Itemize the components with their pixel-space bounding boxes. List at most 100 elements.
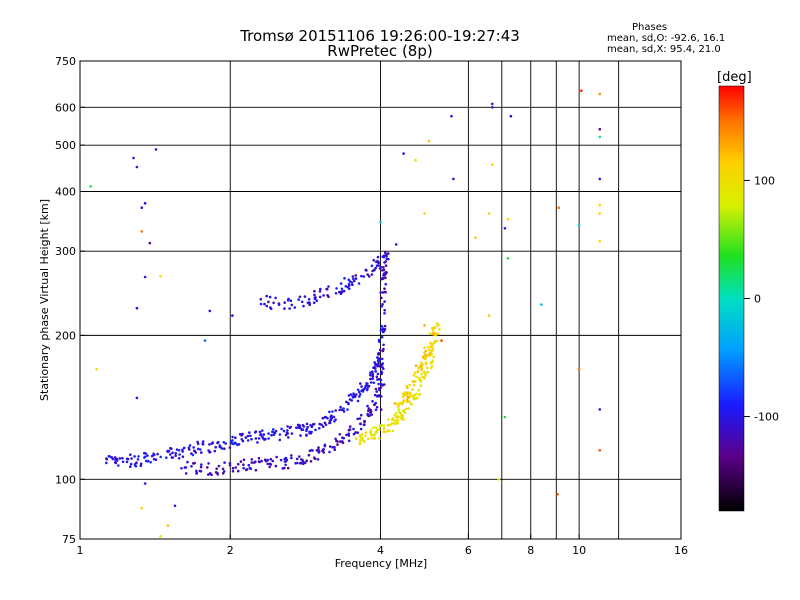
- scatter-point: [115, 457, 119, 461]
- scatter-point: [297, 298, 300, 301]
- scatter-point: [221, 467, 225, 471]
- scatter-point: [376, 378, 379, 381]
- scatter-point: [308, 303, 312, 307]
- scatter-point: [313, 297, 317, 301]
- scatter-point: [407, 400, 411, 403]
- scatter-point: [428, 348, 431, 352]
- scatter-point: [452, 177, 455, 181]
- scatter-point: [259, 433, 262, 437]
- scatter-point: [339, 282, 343, 285]
- scatter-point: [353, 279, 356, 283]
- y-tick-label: 500: [55, 139, 76, 152]
- scatter-point: [359, 427, 363, 431]
- scatter-point: [430, 366, 433, 370]
- scatter-point: [406, 393, 409, 397]
- scatter-point: [340, 290, 344, 294]
- scatter-point: [419, 380, 423, 384]
- scatter-point: [208, 309, 212, 313]
- scatter-point: [378, 437, 381, 440]
- scatter-point: [248, 466, 252, 470]
- scatter-point: [208, 450, 212, 454]
- scatter-point: [290, 454, 293, 457]
- scatter-point: [311, 423, 315, 426]
- scatter-point: [377, 353, 381, 356]
- scatter-point: [133, 455, 136, 458]
- scatter-point: [376, 255, 380, 259]
- scatter-point: [295, 457, 299, 461]
- scatter-point: [351, 275, 355, 278]
- scatter-point: [360, 436, 363, 440]
- scatter-point: [438, 328, 441, 331]
- scatter-point: [312, 301, 316, 305]
- scatter-point: [423, 346, 426, 350]
- scatter-point: [318, 295, 322, 299]
- scatter-point: [310, 448, 314, 452]
- scatter-point: [303, 295, 307, 298]
- scatter-point: [491, 106, 494, 109]
- y-tick-label: 600: [55, 101, 76, 114]
- scatter-point: [254, 460, 257, 464]
- scatter-point: [159, 535, 162, 538]
- scatter-point: [359, 439, 362, 442]
- scatter-point: [372, 426, 375, 430]
- scatter-point: [358, 390, 361, 394]
- scatter-point: [419, 384, 423, 388]
- scatter-point: [317, 451, 321, 454]
- scatter-point: [249, 434, 252, 438]
- scatter-point: [321, 425, 325, 429]
- phase-stats-x: mean, sd,X: 95.4, 21.0: [607, 44, 721, 55]
- scatter-point: [368, 414, 372, 417]
- scatter-point: [428, 332, 432, 335]
- scatter-point: [171, 456, 175, 459]
- scatter-point: [341, 441, 345, 445]
- scatter-point: [418, 376, 421, 380]
- scatter-point: [144, 452, 147, 455]
- x-axis-ticks: 1 2 4 6 8 10 16: [77, 534, 688, 557]
- scatter-point: [323, 421, 327, 425]
- x-tick-label: 1: [77, 544, 84, 557]
- scatter-point: [354, 437, 358, 441]
- scatter-point: [181, 455, 185, 459]
- scatter-point: [111, 457, 115, 461]
- grid: [79, 61, 681, 539]
- scatter-point: [383, 261, 386, 264]
- scatter-point: [286, 425, 289, 428]
- scatter-point: [491, 163, 494, 166]
- scatter-point: [356, 388, 360, 392]
- scatter-point: [412, 374, 416, 377]
- scatter-point: [383, 383, 386, 386]
- scatter-point: [289, 425, 293, 429]
- scatter-point: [598, 203, 602, 207]
- scatter-point: [184, 472, 188, 475]
- scatter-point: [231, 466, 235, 470]
- scatter-point: [327, 285, 330, 288]
- scatter-point: [349, 393, 353, 396]
- scatter-point: [271, 430, 274, 434]
- scatter-point: [301, 423, 305, 427]
- scatter-point: [135, 461, 138, 465]
- x-tick-label: 16: [674, 544, 688, 557]
- scatter-point: [345, 400, 348, 404]
- scatter-point: [143, 482, 147, 485]
- scatter-point: [298, 295, 302, 299]
- scatter-point: [105, 458, 109, 461]
- scatter-point: [393, 422, 397, 426]
- scatter-point: [411, 380, 415, 383]
- scatter-point: [369, 431, 372, 434]
- scatter-point: [267, 437, 270, 440]
- scatter-point: [357, 282, 361, 285]
- scatter-point: [487, 314, 491, 317]
- scatter-point: [325, 287, 329, 291]
- scatter-point: [257, 456, 261, 460]
- scatter-point: [431, 332, 435, 335]
- scatter-point: [371, 400, 374, 403]
- x-tick-label: 4: [377, 544, 384, 557]
- scatter-point: [272, 428, 275, 431]
- scatter-point: [188, 444, 192, 447]
- scatter-point: [416, 370, 420, 373]
- scatter-point: [208, 443, 211, 446]
- scatter-point: [283, 457, 287, 461]
- scatter-point: [287, 297, 290, 301]
- scatter-point: [376, 359, 380, 362]
- x-axis-label: Frequency [MHz]: [335, 557, 427, 570]
